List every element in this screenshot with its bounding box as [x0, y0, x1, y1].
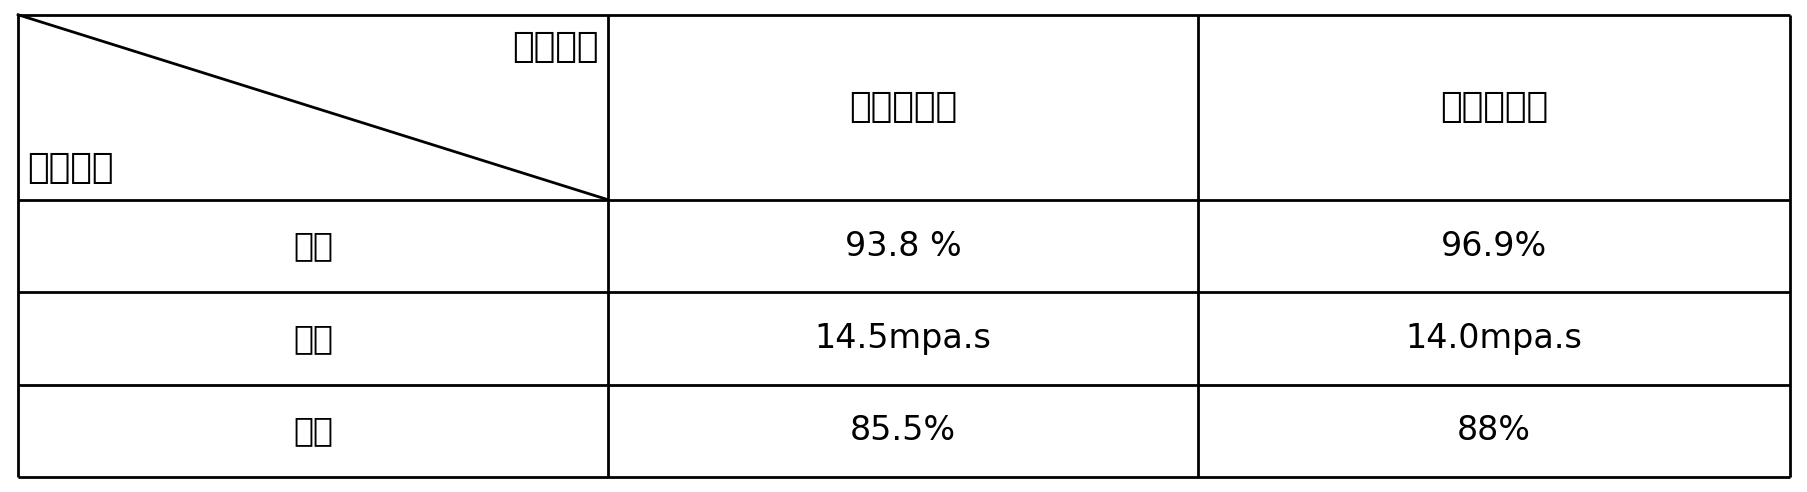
Text: 常规法制浆: 常规法制浆 [849, 90, 956, 124]
Text: 得率: 得率 [293, 414, 332, 448]
Text: 蒸煮方法: 蒸煮方法 [511, 30, 598, 63]
Text: 蒸煮工艺: 蒸煮工艺 [27, 151, 114, 185]
Text: 14.0mpa.s: 14.0mpa.s [1404, 322, 1581, 355]
Text: 氧解法制浆: 氧解法制浆 [1438, 90, 1547, 124]
Text: 93.8 %: 93.8 % [844, 229, 961, 263]
Text: 96.9%: 96.9% [1440, 229, 1547, 263]
Text: 85.5%: 85.5% [849, 414, 956, 448]
Text: 粘度: 粘度 [293, 322, 332, 355]
Text: 14.5mpa.s: 14.5mpa.s [815, 322, 990, 355]
Text: 甲纤: 甲纤 [293, 229, 332, 263]
Text: 88%: 88% [1456, 414, 1531, 448]
